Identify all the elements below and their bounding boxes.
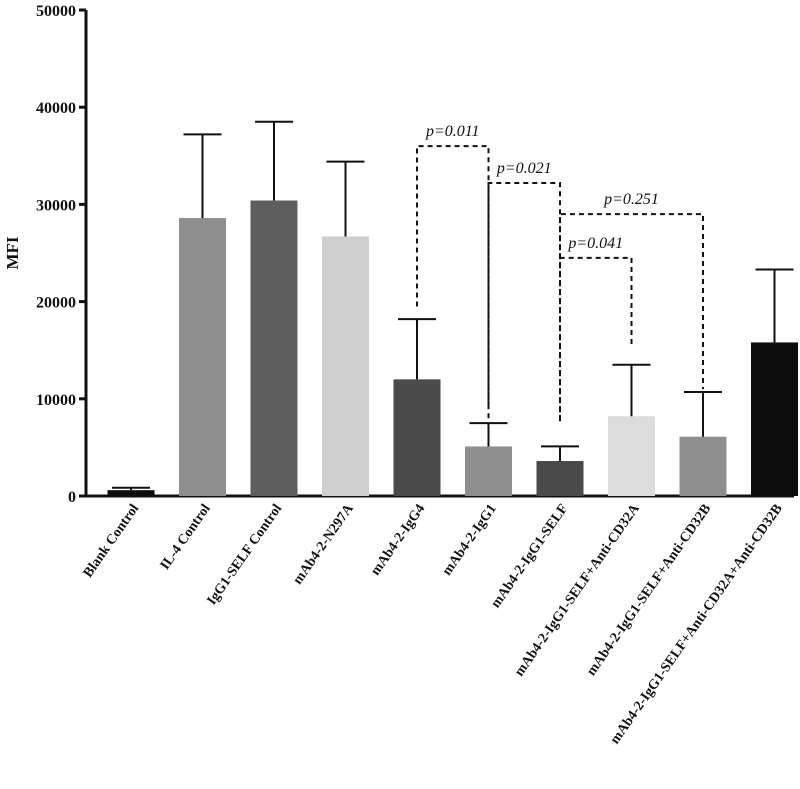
- significance-bracket-1: [416, 145, 490, 409]
- x-tick-label: mAb4-2-N297A: [291, 501, 358, 587]
- p-value-label-3: p=0.251: [603, 191, 659, 208]
- bar-2: [179, 218, 226, 496]
- x-tick-label: mAb4-2-IgG1-SELF: [488, 502, 571, 611]
- x-tick-label: mAb4-2-IgG4: [368, 502, 428, 579]
- bar-5: [393, 379, 441, 496]
- bar-4: [322, 236, 369, 496]
- bar-7: [536, 461, 584, 496]
- y-tick-label: 20000: [36, 295, 76, 312]
- x-tick-label: IgG1-SELF Control: [205, 502, 286, 609]
- bar-9: [679, 436, 727, 496]
- y-axis-label: MFI: [3, 236, 22, 269]
- p-value-label-4: p=0.041: [567, 235, 623, 252]
- y-tick-label: 0: [68, 489, 76, 506]
- bar-3: [250, 200, 298, 496]
- y-tick-label: 40000: [36, 100, 76, 117]
- y-tick-label: 30000: [36, 197, 76, 214]
- bar-10: [751, 342, 798, 496]
- y-tick-label: 10000: [36, 392, 76, 409]
- x-tick-label: IL-4 Control: [158, 502, 214, 573]
- error-bars: [112, 120, 794, 491]
- p-value-label-2: p=0.021: [496, 160, 552, 177]
- x-tick-label: mAb4-2-IgG1: [440, 502, 500, 579]
- x-tick-label: mAb4-2-IgG1-SELF+Anti-CD32A+Anti-CD32B: [608, 502, 786, 747]
- significance-bracket-2: [487, 182, 561, 423]
- x-tick-label: mAb4-2-IgG1-SELF+Anti-CD32B: [584, 502, 714, 679]
- bar-8: [608, 416, 655, 496]
- y-ticks: 0 10000 20000 30000 40000 50000: [36, 3, 86, 506]
- bar-1: [107, 490, 155, 496]
- x-tick-label: Blank Control: [81, 502, 143, 581]
- y-tick-label: 50000: [36, 3, 76, 20]
- significance-brackets: p=0.011 p=0.021 p=0.251 p=0.041: [416, 123, 704, 423]
- x-tick-label: mAb4-2-IgG1-SELF+Anti-CD32A: [512, 501, 643, 679]
- bar-6: [465, 446, 512, 496]
- bars: [107, 200, 798, 496]
- p-value-label-1: p=0.011: [425, 123, 480, 140]
- significance-bracket-4: [559, 256, 633, 421]
